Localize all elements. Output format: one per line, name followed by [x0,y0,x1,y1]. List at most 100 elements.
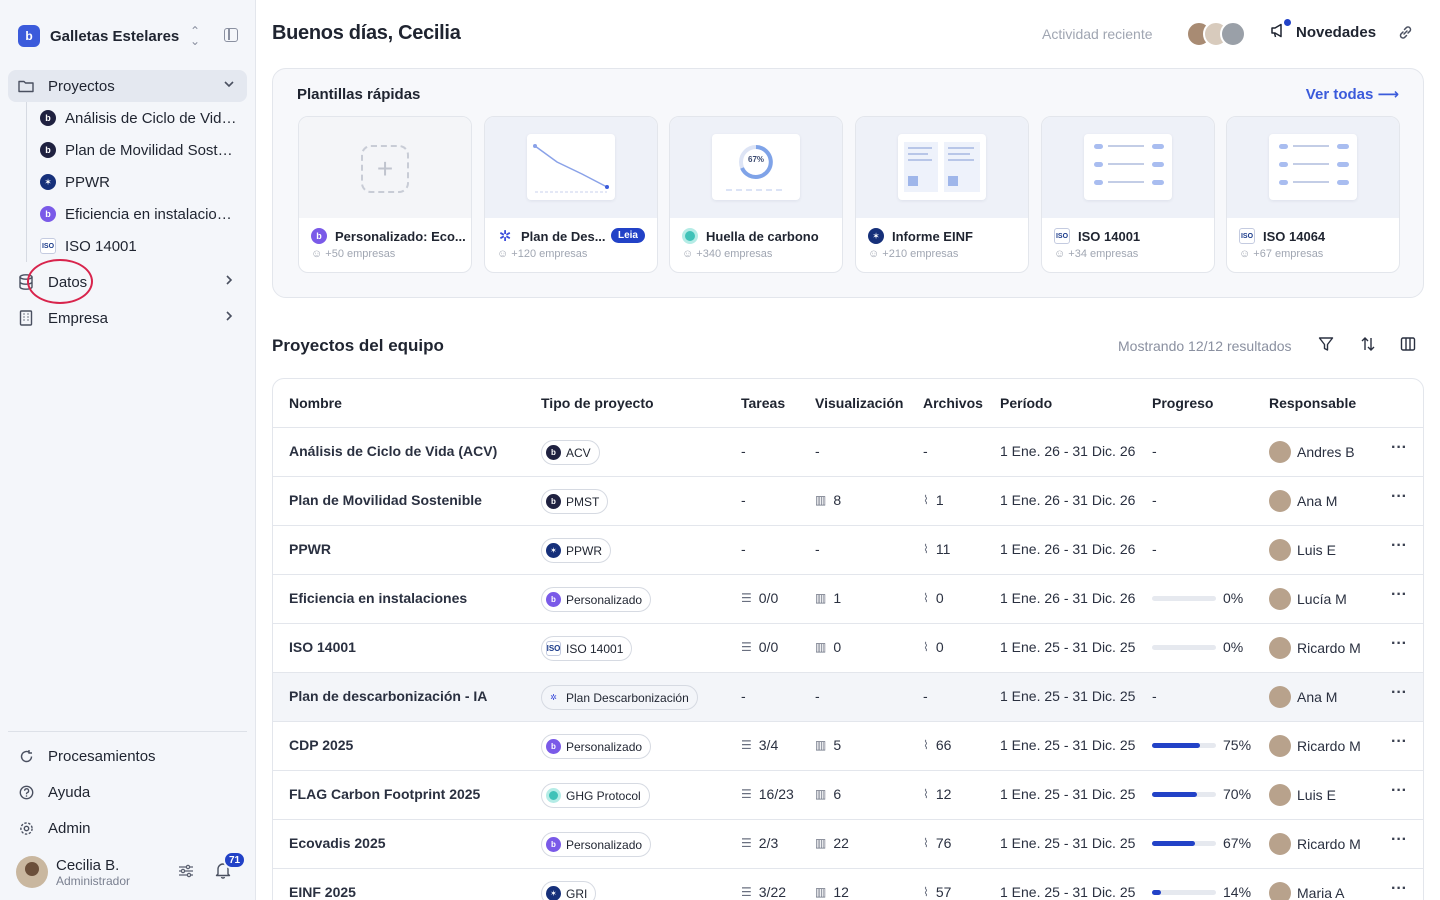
table-row[interactable]: PPWR ✶ PPWR - - ⌇ 11 1 Ene. 26 - 31 Dic. 26- Lui… [273,526,1423,575]
project-name[interactable]: FLAG Carbon Footprint 2025 [289,786,481,802]
sidebar-collapse-icon[interactable] [224,28,238,42]
project-name[interactable]: Análisis de Ciclo de Vida (ACV) [289,443,498,459]
more-options-icon[interactable]: ··· [1391,537,1407,554]
sidebar-item-procesamientos[interactable]: Procesamientos [8,740,247,772]
table-row[interactable]: Plan de descarbonización - IA ✲ Plan Desca… [273,673,1423,722]
period-cell: 1 Ene. 25 - 31 Dic. 25 [1000,786,1136,802]
sidebar-item-admin[interactable]: Admin [8,812,247,844]
more-options-icon[interactable]: ··· [1391,586,1407,603]
recent-activity-avatars[interactable] [1186,21,1248,47]
project-name[interactable]: PPWR [289,541,331,557]
progress-bar-fill [1152,889,1161,895]
org-switcher[interactable]: b Galletas Estelares ⌃ ⌄ [18,22,240,50]
sliders-icon[interactable] [178,864,194,881]
progress-label: 0% [1223,590,1244,606]
notification-count-badge: 71 [223,851,247,869]
table-row[interactable]: Eficiencia en instalaciones b Personalizad… [273,575,1423,624]
more-options-icon[interactable]: ··· [1391,684,1407,701]
files-value: 57 [935,884,952,900]
template-card[interactable]: 67% Huella de carbono ☺ +340 empresas [669,116,843,273]
files-cell: ⌇ 1 [923,492,944,508]
template-card[interactable]: ISO ISO 14001 ☺ +34 empresas [1041,116,1215,273]
checklist-icon: ☰ [741,591,752,605]
project-name[interactable]: Plan de Movilidad Sostenible [289,492,482,508]
column-header[interactable]: Archivos [923,395,983,411]
project-name[interactable]: Plan de descarbonización - IA [289,688,488,704]
more-options-icon[interactable]: ··· [1391,733,1407,750]
more-options-icon[interactable]: ··· [1391,635,1407,652]
news-button[interactable]: Novedades [1270,19,1376,42]
sidebar-item-empresa[interactable]: Empresa [8,302,247,334]
tasks-value: 3/22 [758,884,787,900]
table-row[interactable]: EINF 2025 ✶ GRI ☰ 3/22 ▥ 12 ⌇ 57 1 Ene. 25 - 31 D… [273,869,1423,900]
column-header[interactable]: Visualización [815,395,904,411]
project-type-pill: b Personalizado [541,587,652,612]
sidebar-project-item[interactable]: b Eficiencia en instalaciones [40,200,244,228]
chevron-right-icon[interactable] [223,310,235,325]
paperclip-icon: ⌇ [923,836,929,850]
table-row[interactable]: Análisis de Ciclo de Vida (ACV) b ACV - - -1 … [273,428,1423,477]
more-options-icon[interactable]: ··· [1391,782,1407,799]
column-header[interactable]: Tareas [741,395,786,411]
section-title: Proyectos del equipo [272,336,444,355]
period-cell: 1 Ene. 26 - 31 Dic. 26 [1000,590,1136,606]
sidebar-project-item[interactable]: b Análisis de Ciclo de Vida (ACV) [40,104,244,132]
sidebar-item-label: Procesamientos [48,747,156,765]
sidebar-project-item[interactable]: b Plan de Movilidad Sostenible [40,136,244,164]
project-name[interactable]: Eficiencia en instalaciones [289,590,468,606]
table-row[interactable]: Plan de Movilidad Sostenible b PMST - ▥ 8 ⌇ 1 1 … [273,477,1423,526]
column-header[interactable]: Tipo de proyecto [541,395,654,411]
sidebar-item-ayuda[interactable]: Ayuda [8,776,247,808]
avatar [1269,686,1291,708]
recent-activity-link[interactable]: Actividad reciente [1042,26,1153,42]
project-name[interactable]: ISO 14001 [289,639,356,655]
template-card[interactable]: ISO ISO 14064 ☺ +67 empresas [1226,116,1400,273]
progress-label: - [1152,541,1157,557]
sidebar-item-label: Ayuda [48,783,91,801]
project-name[interactable]: CDP 2025 [289,737,354,753]
columns-icon[interactable] [1400,336,1416,357]
filter-icon[interactable] [1318,336,1334,357]
project-name[interactable]: Ecovadis 2025 [289,835,386,851]
template-card[interactable]: + b Personalizado: Eco... ☺ +50 empresas [298,116,472,273]
template-thumbnail [485,117,657,218]
more-options-icon[interactable]: ··· [1391,439,1407,456]
owner-name: Maria A [1297,885,1345,900]
iso-icon: ISO [1054,228,1070,244]
paperclip-icon: ⌇ [923,787,929,801]
sidebar-project-item[interactable]: ✶ PPWR [40,168,244,196]
table-row[interactable]: CDP 2025 b Personalizado ☰ 3/4 ▥ 5 ⌇ 66 1 Ene. 25… [273,722,1423,771]
progress-cell: - [1152,541,1157,557]
user-profile[interactable]: Cecilia B. Administrador 71 [16,851,247,890]
link-icon[interactable] [1397,24,1414,46]
column-header[interactable]: Progreso [1152,395,1214,411]
progress-bar [1152,889,1216,895]
table-row[interactable]: Ecovadis 2025 b Personalizado ☰ 2/3 ▥ 22 ⌇ 76 1 E… [273,820,1423,869]
project-name[interactable]: EINF 2025 [289,884,356,900]
line-chart-preview [527,134,615,200]
see-all-templates-link[interactable]: Ver todas ⟶ [1305,86,1399,103]
sidebar-item-proyectos[interactable]: Proyectos [8,70,247,102]
chevron-right-icon[interactable] [223,274,235,289]
owner-cell: Lucía M [1269,588,1347,610]
template-name: ISO ISO 14001 [1054,228,1140,244]
views-cell: ▥ 0 [815,639,841,655]
more-options-icon[interactable]: ··· [1391,880,1407,897]
more-options-icon[interactable]: ··· [1391,831,1407,848]
avatar[interactable] [16,856,48,888]
chevron-up-down-icon[interactable]: ⌃ ⌄ [190,24,201,48]
column-header[interactable]: Período [1000,395,1053,411]
table-row[interactable]: ISO 14001 ISO ISO 14001 ☰ 0/0 ▥ 0 ⌇ 0 1 Ene. 25 -… [273,624,1423,673]
column-header[interactable]: Nombre [289,395,342,411]
template-card[interactable]: ✶ Informe EINF ☺ +210 empresas [855,116,1029,273]
table-row[interactable]: FLAG Carbon Footprint 2025 GHG Protocol ☰ 1… [273,771,1423,820]
template-card[interactable]: ✲ Plan de Des... Leia ☺ +120 empresas [484,116,658,273]
column-header[interactable]: Responsable [1269,395,1357,411]
sort-icon[interactable] [1360,336,1376,357]
project-type-label: Personalizado [566,592,643,607]
avatar [1220,21,1246,47]
sidebar-project-item[interactable]: ISO ISO 14001 [40,232,244,260]
more-options-icon[interactable]: ··· [1391,488,1407,505]
section-title: Plantillas rápidas [297,86,421,103]
chevron-down-icon[interactable] [223,78,235,93]
